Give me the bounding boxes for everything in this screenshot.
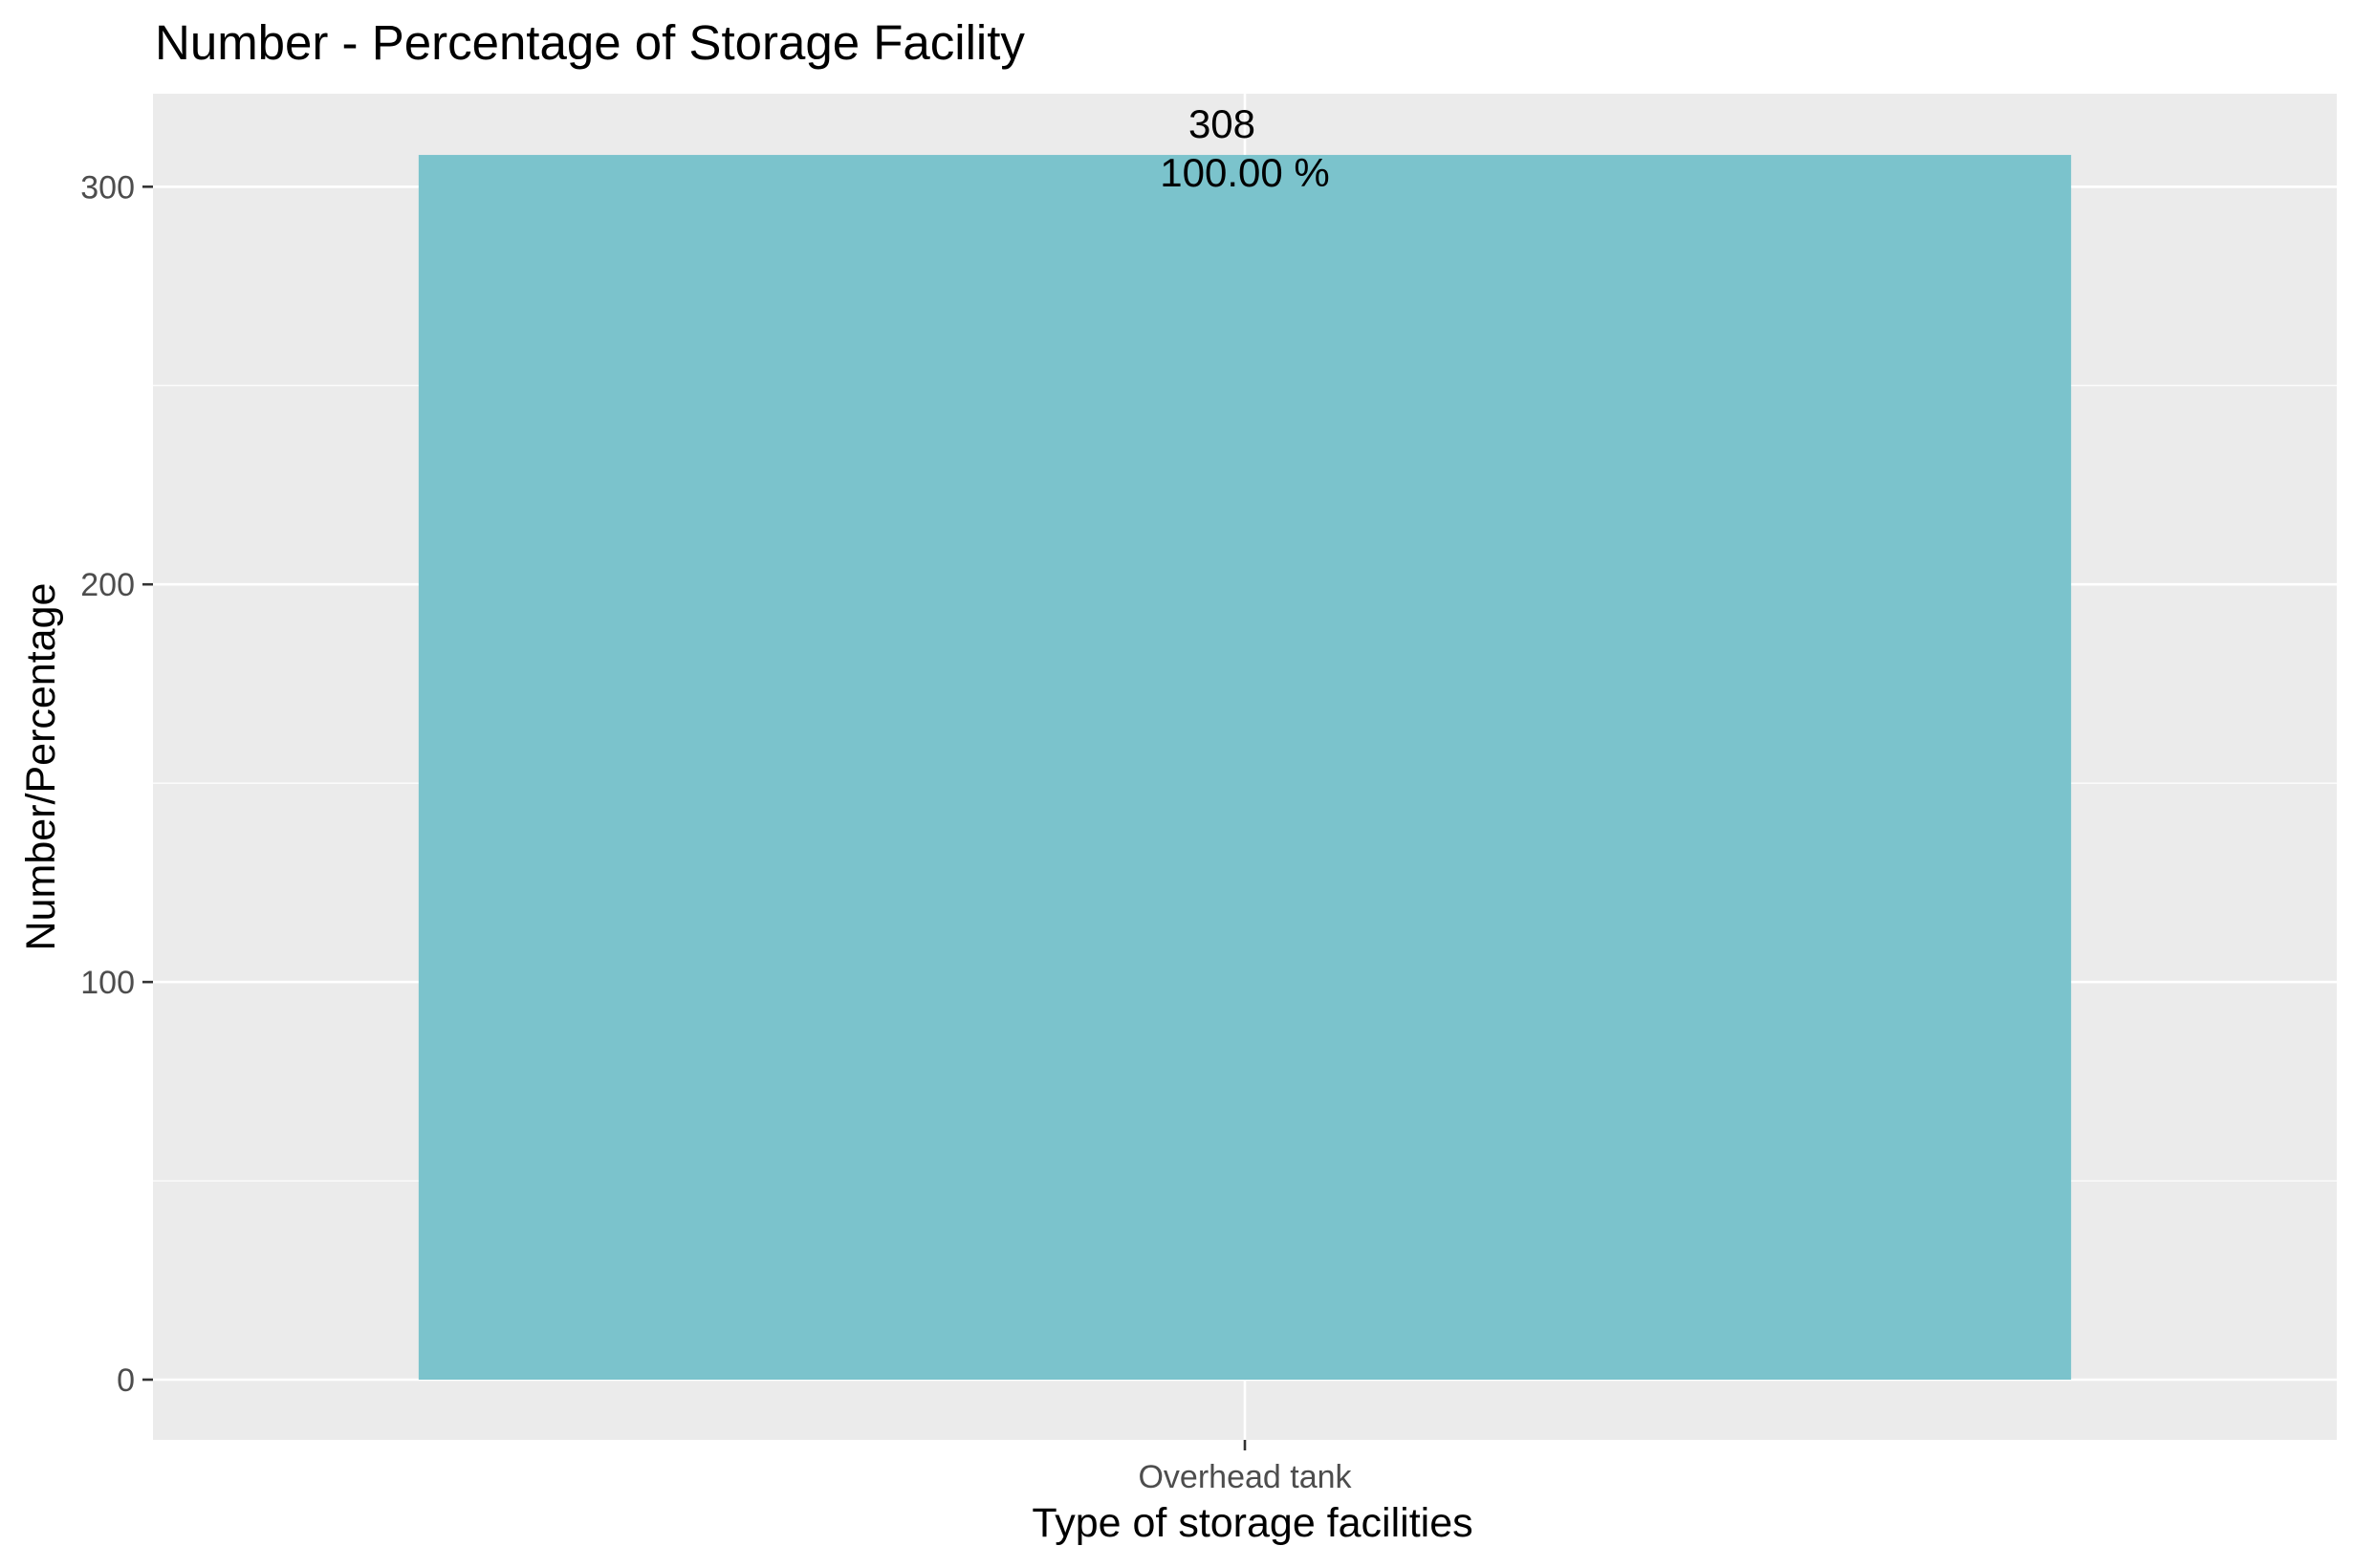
x-tick-label: Overhead tank: [1138, 1459, 1352, 1495]
bars-group: [418, 155, 2072, 1381]
x-axis-title: Type of storage facilities: [1032, 1500, 1472, 1546]
chart-title: Number - Percentage of Storage Facility: [155, 15, 1025, 70]
y-tick-label: 300: [80, 169, 135, 206]
y-axis: 0 100 200 300: [80, 169, 153, 1399]
y-tick-label: 0: [117, 1362, 135, 1399]
x-axis: Overhead tank: [1138, 1440, 1353, 1495]
y-tick-label: 100: [80, 965, 135, 1001]
y-tick-label: 200: [80, 567, 135, 603]
bar: [418, 155, 2072, 1381]
y-axis-title: Number/Percentage: [18, 583, 64, 951]
bar-count-label: 308: [1188, 101, 1255, 146]
bar-percent-label: 100.00 %: [1160, 150, 1329, 195]
